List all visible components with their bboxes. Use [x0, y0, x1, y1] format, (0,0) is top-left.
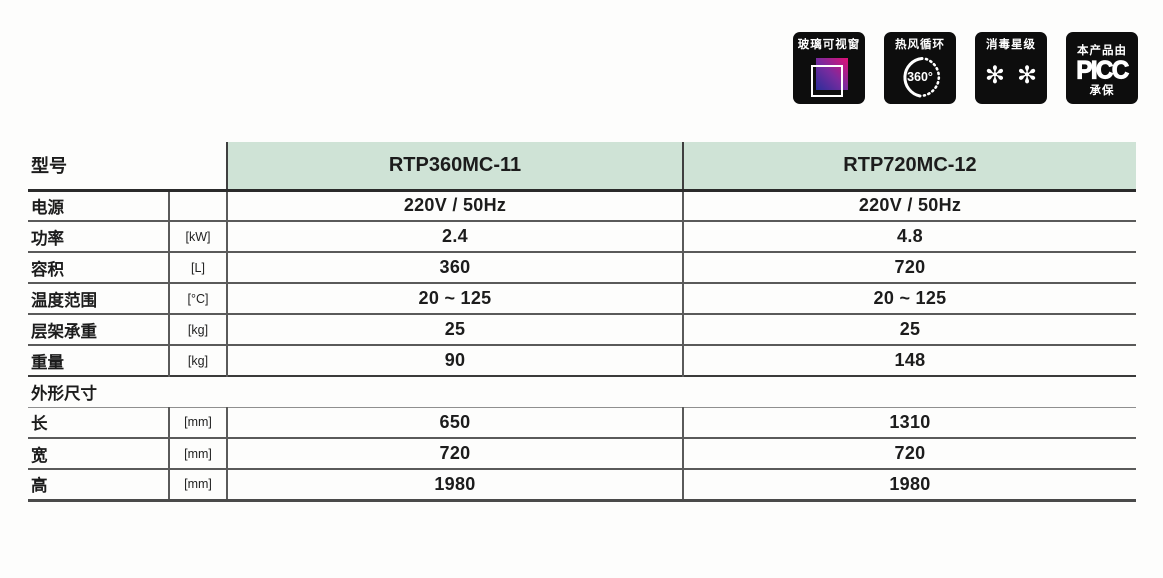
row-value-model2: 220V / 50Hz — [858, 195, 962, 216]
table-row-length: 长 [mm] 650 1310 — [28, 407, 1136, 438]
row-label: 容积 — [28, 252, 170, 283]
model-name-1: RTP360MC-11 — [226, 142, 683, 190]
row-unit: [mm] — [169, 438, 228, 469]
picc-logo: PICC — [1076, 55, 1130, 85]
badge-glass-window-label: 玻璃可视窗 — [797, 39, 861, 51]
badge-star-rating-label: 消毒星级 — [986, 39, 1036, 51]
row-unit: [kg] — [169, 314, 228, 345]
badge-hot-air-label: 热风循环 — [895, 39, 945, 51]
row-unit: [mm] — [169, 407, 228, 438]
feature-badges: 玻璃可视窗 热风循环 360° 消毒星级 — [793, 32, 1138, 104]
row-label: 功率 — [28, 221, 170, 252]
table-section-dimensions: 外形尺寸 — [28, 376, 1136, 407]
row-label: 高 — [28, 469, 170, 500]
picc-label-top: 本产品由 — [1077, 44, 1127, 57]
row-unit: [kW] — [169, 221, 228, 252]
section-label: 外形尺寸 — [31, 384, 97, 403]
row-label: 宽 — [28, 438, 170, 469]
row-value-model2: 720 — [894, 443, 926, 463]
row-label: 层架承重 — [28, 314, 170, 345]
row-value-model2: 148 — [894, 350, 926, 370]
glass-window-icon — [807, 56, 851, 100]
row-value-model2: 720 — [894, 257, 926, 277]
row-value-model1: 1980 — [227, 469, 684, 500]
table-row-shelf-load: 层架承重 [kg] 25 25 — [28, 314, 1136, 345]
picc-label-bottom: 承保 — [1089, 84, 1115, 97]
badge-360-text: 360° — [907, 69, 933, 84]
row-value-model1: 360 — [227, 252, 684, 283]
badge-disinfection-star-rating: 消毒星级 ✻ ✻ — [975, 32, 1047, 104]
row-value-model1: 2.4 — [227, 221, 684, 252]
row-value-model2: 1980 — [889, 473, 931, 494]
row-value-model2: 4.8 — [897, 226, 923, 246]
row-unit — [169, 190, 228, 221]
table-row-weight: 重量 [kg] 90 148 — [28, 345, 1136, 376]
table-row-width: 宽 [mm] 720 720 — [28, 438, 1136, 469]
badge-picc-insurance: 本产品由 PICC 承保 — [1066, 32, 1138, 104]
row-value-model2: 20 ~ 125 — [873, 288, 947, 308]
outline-square — [811, 65, 843, 97]
row-value-model1: 90 — [227, 345, 684, 376]
star-icon: ✻ — [1017, 62, 1038, 89]
table-row-power-supply: 电源 220V / 50Hz 220V / 50Hz — [28, 190, 1136, 221]
disinfection-stars-icon: ✻ ✻ — [985, 64, 1037, 88]
row-value-model1: 20 ~ 125 — [227, 283, 684, 314]
row-value-model1: 220V / 50Hz — [227, 190, 684, 221]
table-row-height: 高 [mm] 1980 1980 — [28, 469, 1136, 500]
row-unit: [L] — [169, 252, 228, 283]
row-label: 电源 — [28, 190, 170, 221]
row-value-model1: 720 — [227, 438, 684, 469]
row-unit: [kg] — [169, 345, 228, 376]
row-unit: [mm] — [169, 469, 228, 500]
badge-glass-window: 玻璃可视窗 — [793, 32, 865, 104]
model-header-label: 型号 — [31, 156, 67, 177]
table-row-volume: 容积 [L] 360 720 — [28, 252, 1136, 283]
row-unit: [°C] — [169, 283, 228, 314]
row-label: 重量 — [28, 345, 170, 376]
row-value-model1: 650 — [227, 407, 684, 438]
air-circulation-360-icon: 360° — [896, 53, 944, 101]
row-label: 温度范围 — [28, 283, 170, 314]
table-row-power: 功率 [kW] 2.4 4.8 — [28, 221, 1136, 252]
row-value-model2: 1310 — [889, 411, 931, 432]
row-label: 长 — [28, 407, 170, 438]
model-header-row: 型号 RTP360MC-11 RTP720MC-12 — [28, 142, 1136, 190]
row-value-model2: 25 — [899, 319, 921, 339]
badge-hot-air-circulation: 热风循环 360° — [884, 32, 956, 104]
table-row-temperature-range: 温度范围 [°C] 20 ~ 125 20 ~ 125 — [28, 283, 1136, 314]
spec-table: 型号 RTP360MC-11 RTP720MC-12 电源 220V / 50H… — [28, 142, 1136, 502]
row-value-model1: 25 — [227, 314, 684, 345]
model-name-2: RTP720MC-12 — [682, 142, 1136, 190]
star-icon: ✻ — [984, 62, 1005, 89]
